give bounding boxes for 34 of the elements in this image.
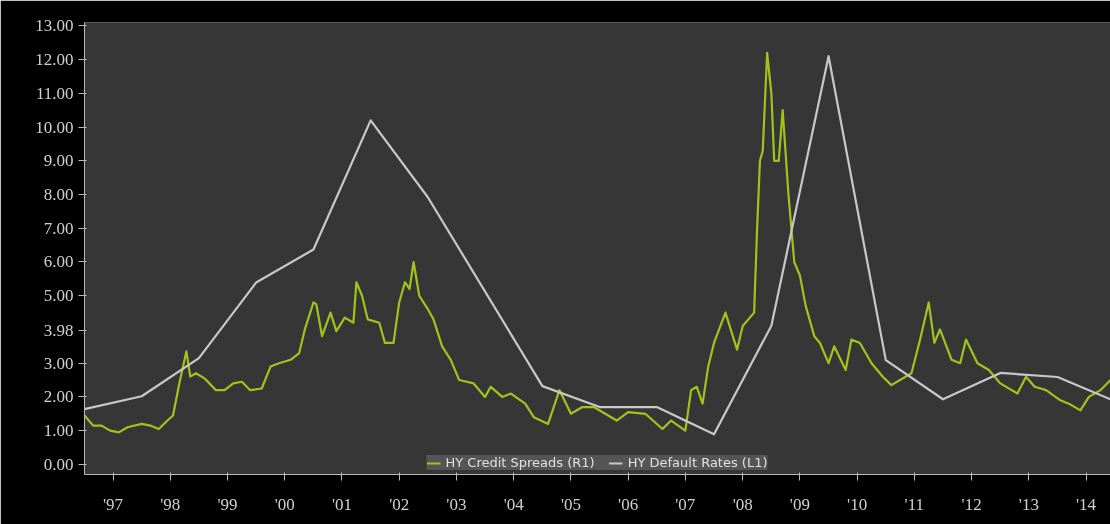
y-tick-label: 11.00 <box>35 83 74 103</box>
x-tick-label: '03 <box>446 494 467 514</box>
y-tick-label: 8.00 <box>43 185 74 205</box>
x-tick-label: '04 <box>503 494 525 514</box>
x-tick-label: '12 <box>961 494 982 514</box>
x-tick-label: '00 <box>274 494 295 514</box>
y-tick-label: 3.98 <box>43 320 74 340</box>
x-tick-label: '97 <box>102 494 124 514</box>
x-tick-label: '14 <box>1076 494 1097 514</box>
y-tick-label: 9.00 <box>43 151 74 171</box>
y-tick-label: 10.00 <box>35 117 74 137</box>
legend-label: HY Default Rates (L1) <box>627 455 768 470</box>
y-tick-label: 13.00 <box>35 16 74 36</box>
y-tick-label: 0.00 <box>43 454 74 474</box>
x-tick-label: '11 <box>904 494 925 514</box>
y-tick-label: 7.00 <box>43 218 74 238</box>
x-tick-label: '06 <box>618 494 639 514</box>
x-tick-label: '02 <box>389 494 410 514</box>
x-tick-label: '07 <box>675 494 696 514</box>
y-tick-label: 6.00 <box>43 252 74 272</box>
y-tick-label: 5.00 <box>43 286 74 306</box>
x-tick-label: '01 <box>331 494 353 514</box>
x-tick-label: '05 <box>560 494 581 514</box>
y-tick-label: 1.00 <box>43 421 74 441</box>
x-tick-label: '98 <box>160 494 181 514</box>
y-tick-label: 12.00 <box>35 50 74 70</box>
x-tick-label: '08 <box>732 494 753 514</box>
legend-label: HY Credit Spreads (R1) <box>445 455 595 470</box>
x-tick-label: '99 <box>217 494 238 514</box>
x-tick-label: '09 <box>789 494 810 514</box>
y-tick-label: 2.00 <box>43 387 74 407</box>
x-tick-label: '13 <box>1018 494 1039 514</box>
y-tick-label: 3.00 <box>43 353 74 373</box>
x-tick-label: '10 <box>847 494 868 514</box>
